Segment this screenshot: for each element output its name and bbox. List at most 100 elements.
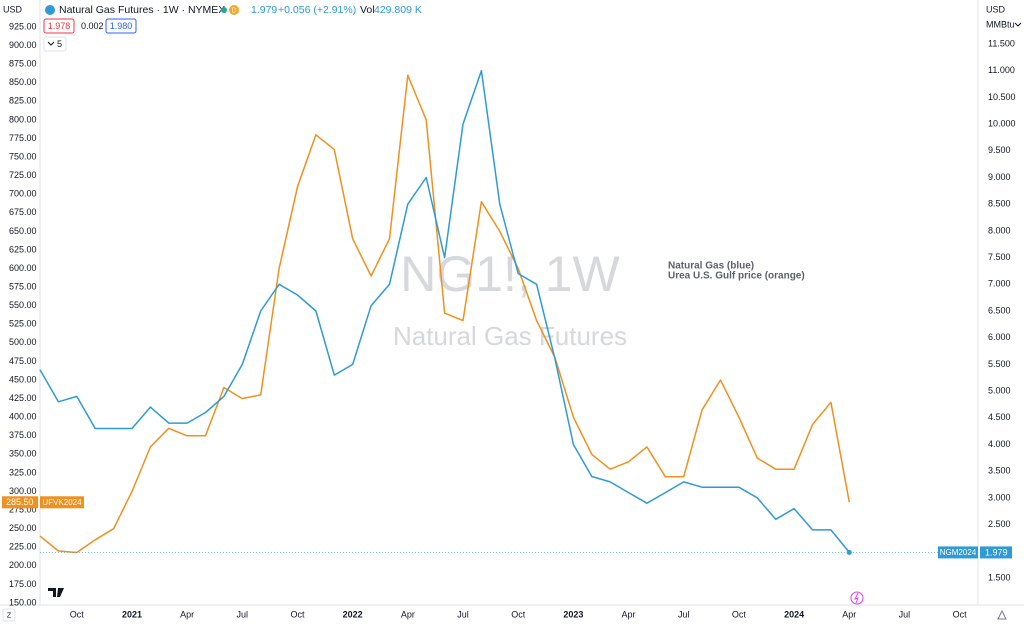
ask: 1.980 [110,21,133,31]
indicator-count: 5 [57,39,62,49]
symbol-icon [45,5,55,15]
chevron-icon [47,41,55,46]
y-tick-label: 600.00 [9,263,37,273]
y-tick-label: 725.00 [9,170,37,180]
watermark-sub: Natural Gas Futures [393,321,627,351]
axis-button[interactable] [2,608,16,622]
watermark: NG1!, 1W [400,246,620,302]
logo [48,588,64,597]
events-bolt [854,592,859,604]
symbol[interactable]: Natural Gas Futures · 1W · NYMEX [59,4,225,16]
y-tick-label: 625.00 [9,244,37,254]
y-tick-label: 175.00 [9,579,37,589]
bid-box[interactable] [43,18,75,34]
y-tick-label: 375.00 [9,430,37,440]
y2-tick-label: 4.000 [988,439,1011,449]
last-price: 1.979 [251,4,277,16]
x-tick-label: Oct [953,609,968,619]
spread: 0.002 [81,21,104,31]
flag-badge [229,5,239,15]
y-tick-label: 325.00 [9,467,37,477]
x-tick-label: 2022 [343,609,363,619]
y-tick-label: 675.00 [9,207,37,217]
annotation: Urea U.S. Gulf price (orange) [668,271,805,282]
y2-tick-label: 11.500 [988,38,1015,48]
y2-tick-label: 7.000 [988,279,1011,289]
price-label-box [980,546,1012,559]
settings-icon[interactable] [997,609,1007,620]
x-tick-label: Oct [511,609,526,619]
ask-box[interactable] [105,18,137,34]
price-tag-name: NGM2024 [940,548,977,557]
y2-tick-label: 9.500 [988,145,1011,155]
y-tick-label: 825.00 [9,96,37,106]
x-tick-label: Jul [457,609,469,619]
x-tick-label: Jul [237,609,249,619]
series-line [39,69,850,553]
y2-tick-label: 5.500 [988,359,1011,369]
y2-tick-label: 3.500 [988,466,1011,476]
change: +0.056 (+2.91%) [278,4,356,16]
volume: 429.809 K [374,4,422,16]
y-tick-label: 800.00 [9,114,37,124]
annotation: Natural Gas (blue) [668,261,754,272]
indicators-toggle[interactable] [43,36,67,52]
y2-tick-label: 6.000 [988,332,1011,342]
y2-tick-label: 8.000 [988,225,1011,235]
price-label-box [2,496,38,509]
y-tick-label: 225.00 [9,542,37,552]
y-tick-label: 350.00 [9,449,37,459]
x-tick-label: 2024 [784,609,804,619]
y-tick-label: 650.00 [9,226,37,236]
y2-tick-label: 7.500 [988,252,1011,262]
x-tick-label: 2023 [563,609,583,619]
y2-tick-label: 5.000 [988,385,1011,395]
y-tick-label: 275.00 [9,504,37,514]
y2-tick-label: 4.500 [988,412,1011,422]
y-tick-label: 150.00 [9,597,37,607]
x-tick-label: Oct [70,609,85,619]
y2-tick-label: 9.000 [988,172,1011,182]
x-tick-label: Jul [678,609,690,619]
price-tag [40,496,84,509]
y-tick-label: 850.00 [9,77,37,87]
market-status [221,7,227,13]
volume-label: Vol [360,4,375,16]
y-tick-label: 550.00 [9,300,37,310]
series-line [39,74,851,554]
y-tick-label: 450.00 [9,374,37,384]
x-tick-label: Apr [401,609,415,619]
y-tick-label: 500.00 [9,337,37,347]
y-tick-label: 775.00 [9,133,37,143]
x-tick-label: Apr [622,609,636,619]
y2-tick-label: 10.000 [988,118,1016,128]
y-tick-label: 875.00 [9,59,37,69]
x-tick-label: Oct [290,609,305,619]
y-tick-label: 575.00 [9,282,37,292]
y2-tick-label: 8.500 [988,199,1011,209]
y-tick-label: 425.00 [9,393,37,403]
x-tick-label: Apr [842,609,856,619]
currency-left[interactable]: USD [3,4,23,14]
y2-tick-label: 2.500 [988,519,1011,529]
y2-tick-label: 6.500 [988,305,1011,315]
y2-tick-label: 1.500 [988,572,1011,582]
price-label: 1.979 [985,547,1008,557]
y-tick-label: 250.00 [9,523,37,533]
y2-tick-label: 11.000 [988,65,1015,75]
y-tick-label: 700.00 [9,189,37,199]
axis-button-label: Z [7,612,12,619]
y-tick-label: 750.00 [9,151,37,161]
flag: D [231,7,236,14]
y-tick-label: 300.00 [9,486,37,496]
price-tag [938,546,978,559]
x-tick-label: Jul [899,609,911,619]
x-tick-label: 2021 [122,609,142,619]
y-tick-label: 400.00 [9,412,37,422]
y-tick-label: 925.00 [9,21,37,31]
unit[interactable]: MMBtu [986,19,1015,29]
y-tick-label: 525.00 [9,319,37,329]
currency-right[interactable]: USD [986,4,1006,14]
